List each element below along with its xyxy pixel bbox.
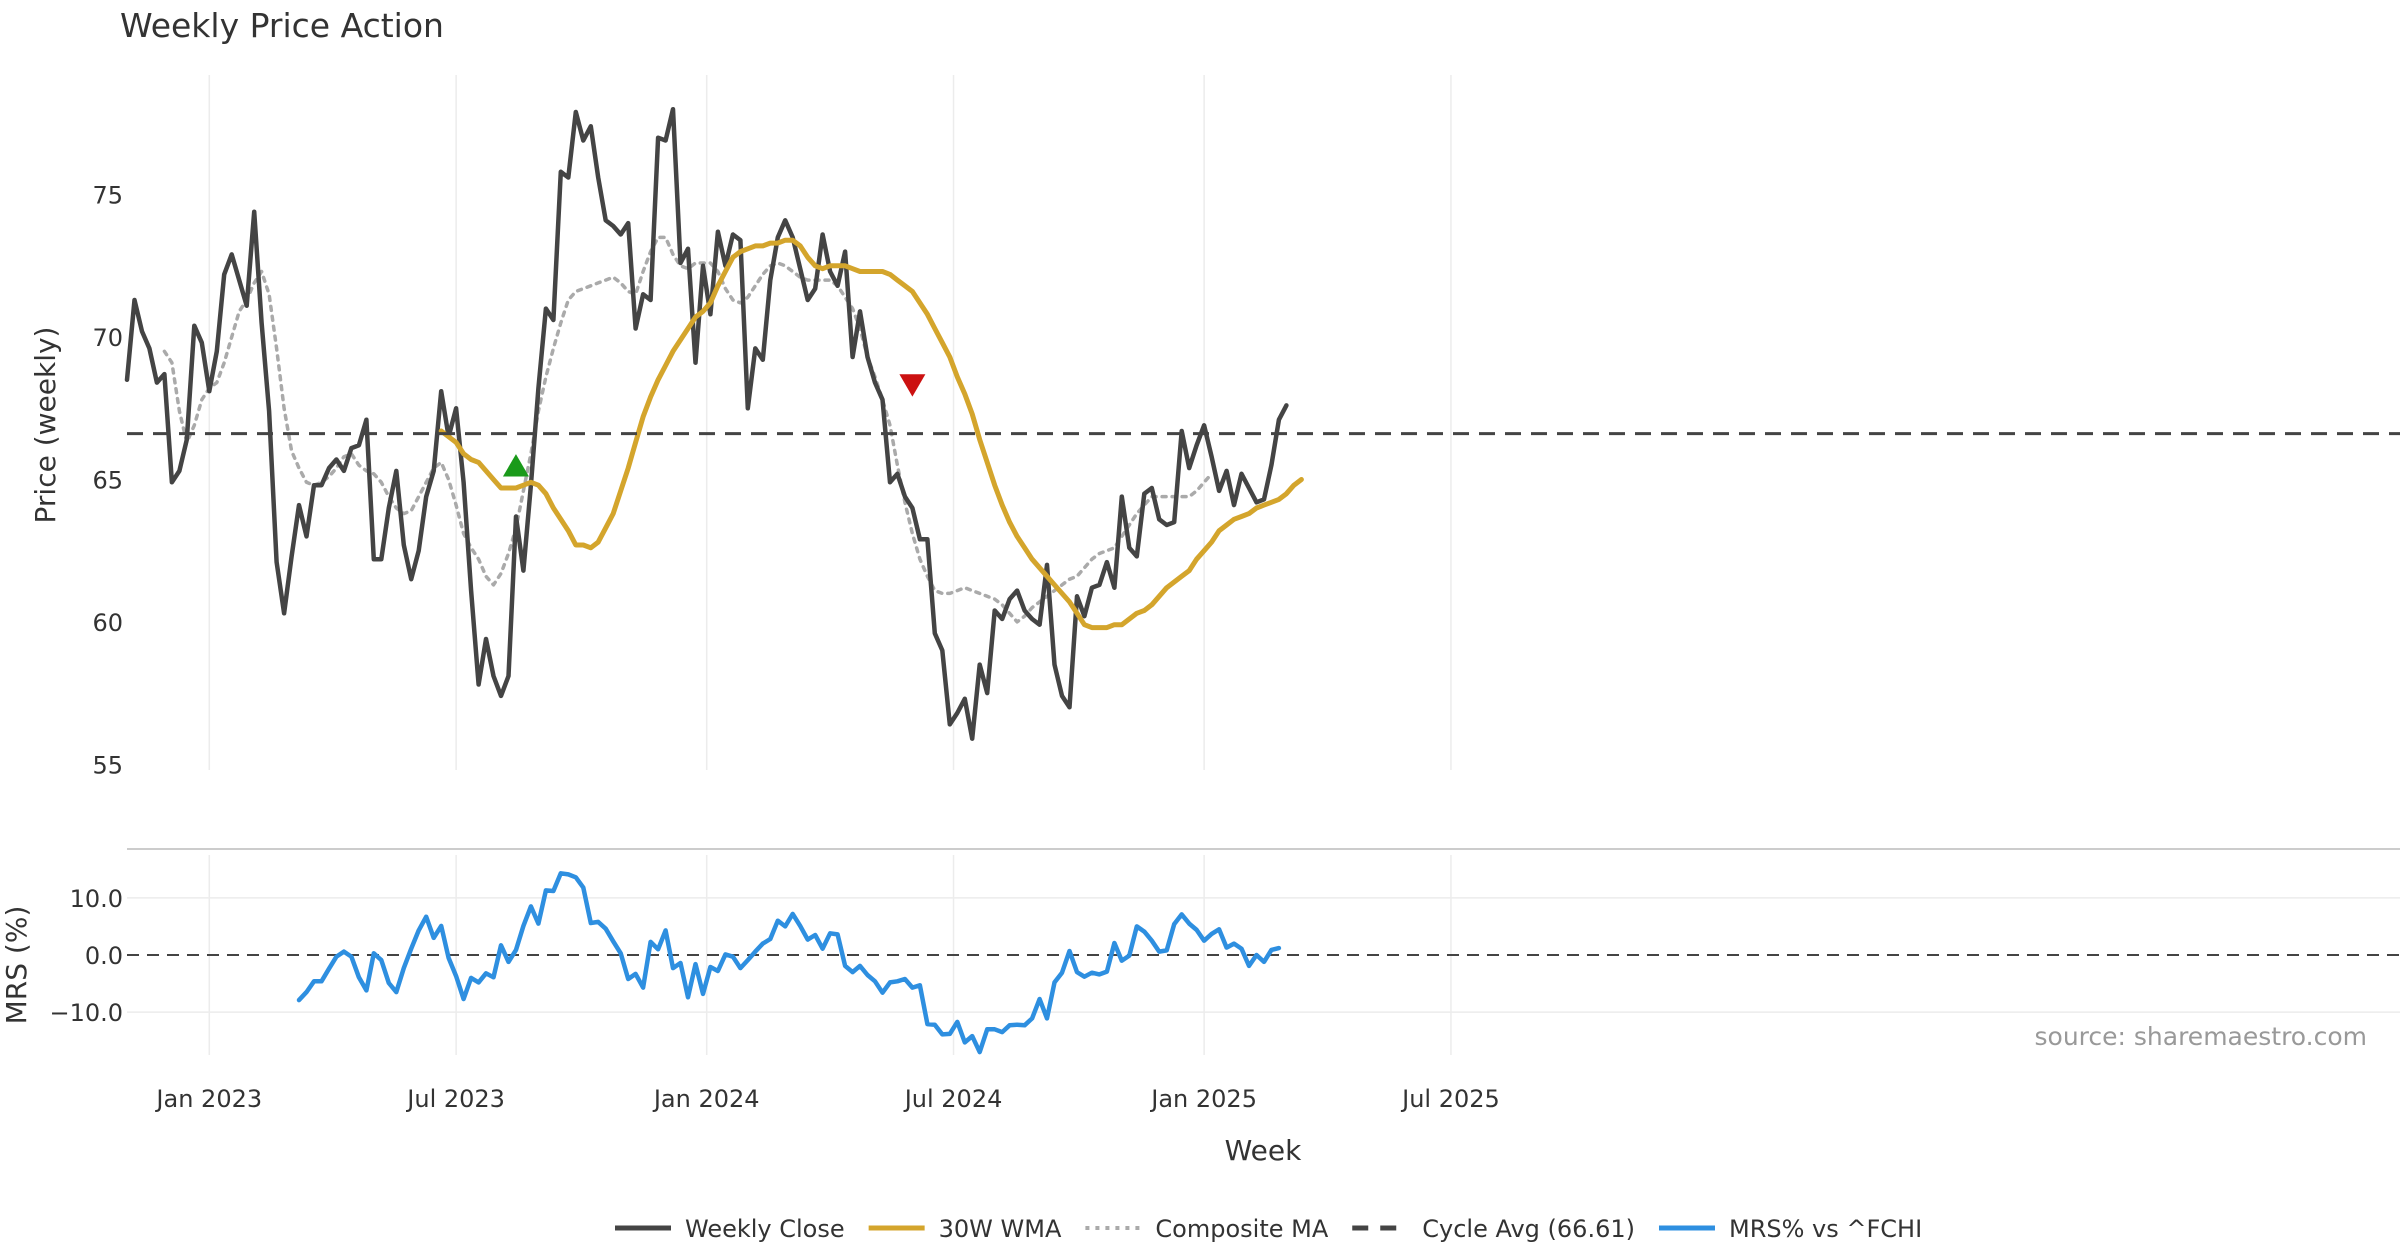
mrs-y-tick: 10.0 — [70, 885, 123, 913]
price-y-tick: 65 — [92, 466, 123, 494]
price-series — [124, 106, 2400, 741]
mrs-series — [127, 871, 2400, 1055]
price-y-tick-labels: 55 60 65 70 75 — [92, 182, 123, 780]
legend-label: Composite MA — [1155, 1215, 1328, 1243]
x-tick-label: Jul 2024 — [903, 1085, 1003, 1113]
price-y-tick: 75 — [92, 182, 123, 210]
sell-signal-marker — [899, 374, 926, 397]
x-axis-label: Week — [1225, 1134, 1302, 1167]
x-tick-label: Jan 2023 — [154, 1085, 262, 1113]
price-y-tick: 55 — [92, 751, 123, 779]
series-weekly-close — [124, 106, 1289, 741]
legend-label: 30W WMA — [939, 1215, 1062, 1243]
x-tick-label: Jul 2023 — [405, 1085, 505, 1113]
series-mrs — [296, 871, 1282, 1055]
legend-label: Cycle Avg (66.61) — [1422, 1215, 1635, 1243]
price-y-tick: 60 — [92, 609, 123, 637]
x-tick-label: Jan 2025 — [1149, 1085, 1257, 1113]
chart-legend: Weekly Close 30W WMA Composite MA Cycle Avg… — [615, 1215, 1922, 1243]
legend-label: MRS% vs ^FCHI — [1729, 1215, 1922, 1243]
price-gridlines — [208, 75, 1452, 770]
x-tick-label: Jul 2025 — [1400, 1085, 1500, 1113]
price-y-tick: 70 — [92, 324, 123, 352]
series-composite-ma — [162, 235, 1214, 624]
mrs-gridlines — [127, 855, 2400, 1055]
legend-label: Weekly Close — [685, 1215, 845, 1243]
series-30w-wma — [438, 237, 1304, 631]
x-tick-label: Jan 2024 — [652, 1085, 760, 1113]
mrs-y-tick-labels: 10.0 0.0 −10.0 — [49, 885, 123, 1027]
chart-title: Weekly Price Action — [120, 6, 444, 45]
x-tick-labels: Jan 2023 Jul 2023 Jan 2024 Jul 2024 Jan 2025… — [154, 1085, 1499, 1113]
price-y-axis-label: Price (weekly) — [29, 327, 62, 524]
mrs-y-tick: −10.0 — [49, 999, 123, 1027]
buy-signal-marker — [502, 454, 529, 477]
signal-markers — [502, 374, 926, 477]
source-note: source: sharemaestro.com — [2035, 1022, 2368, 1051]
mrs-y-tick: 0.0 — [85, 942, 123, 970]
mrs-y-axis-label: MRS (%) — [0, 906, 33, 1025]
